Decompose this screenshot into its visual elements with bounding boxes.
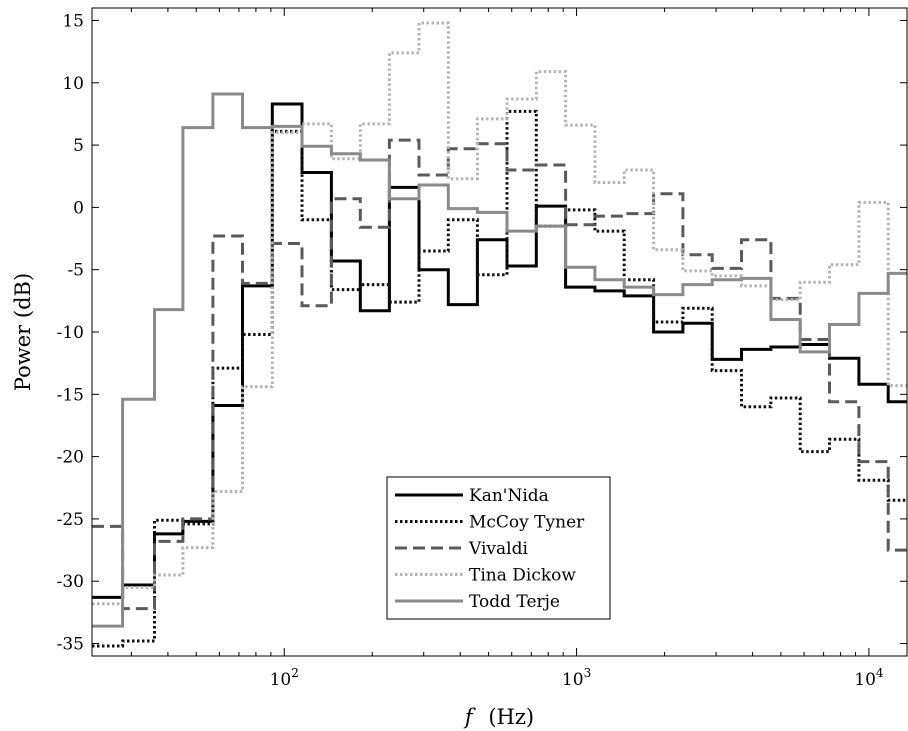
series-line-1 xyxy=(92,109,907,648)
y-axis-label: Power (dB) xyxy=(11,273,35,391)
legend-label-4: Todd Terje xyxy=(469,592,560,612)
y-tick-label: -10 xyxy=(57,323,84,343)
x-axis-label: f (Hz) xyxy=(463,705,534,729)
series-line-4 xyxy=(92,92,907,628)
series-layer xyxy=(92,21,907,648)
legend-label-2: Vivaldi xyxy=(468,539,528,559)
legend-label-3: Tina Dickow xyxy=(469,566,576,586)
y-tick-label: 0 xyxy=(73,198,84,218)
y-tick-label: 10 xyxy=(62,74,84,94)
y-tick-label: -35 xyxy=(57,635,84,655)
legend-label-1: McCoy Tyner xyxy=(469,513,585,533)
x-tick-label: 104 xyxy=(854,666,884,690)
x-axis-variable: f xyxy=(463,705,476,729)
y-tick-label: -20 xyxy=(57,448,84,468)
y-tick-label: 5 xyxy=(73,136,84,156)
y-tick-label: -15 xyxy=(57,385,84,405)
tick-labels: 15 10 5 0 -5 -10 -15 -20 -25 -30 -35 102 103 104 xyxy=(57,11,884,690)
x-tick-label: 103 xyxy=(562,666,591,690)
legend-label-0: Kan'Nida xyxy=(469,486,549,506)
y-tick-label: -5 xyxy=(67,261,84,281)
x-axis-unit: (Hz) xyxy=(488,705,534,729)
series-line-3 xyxy=(92,21,907,606)
y-tick-label: 15 xyxy=(62,11,84,31)
legend-items: Kan'Nida McCoy Tyner Vivaldi Tina Dickow Tod… xyxy=(395,486,585,612)
y-tick-label: -25 xyxy=(57,510,84,530)
ticks-layer xyxy=(92,8,907,656)
x-tick-label: 102 xyxy=(270,666,299,690)
legend: Kan'Nida McCoy Tyner Vivaldi Tina Dickow Tod… xyxy=(386,476,611,620)
y-tick-label: -30 xyxy=(57,572,84,592)
